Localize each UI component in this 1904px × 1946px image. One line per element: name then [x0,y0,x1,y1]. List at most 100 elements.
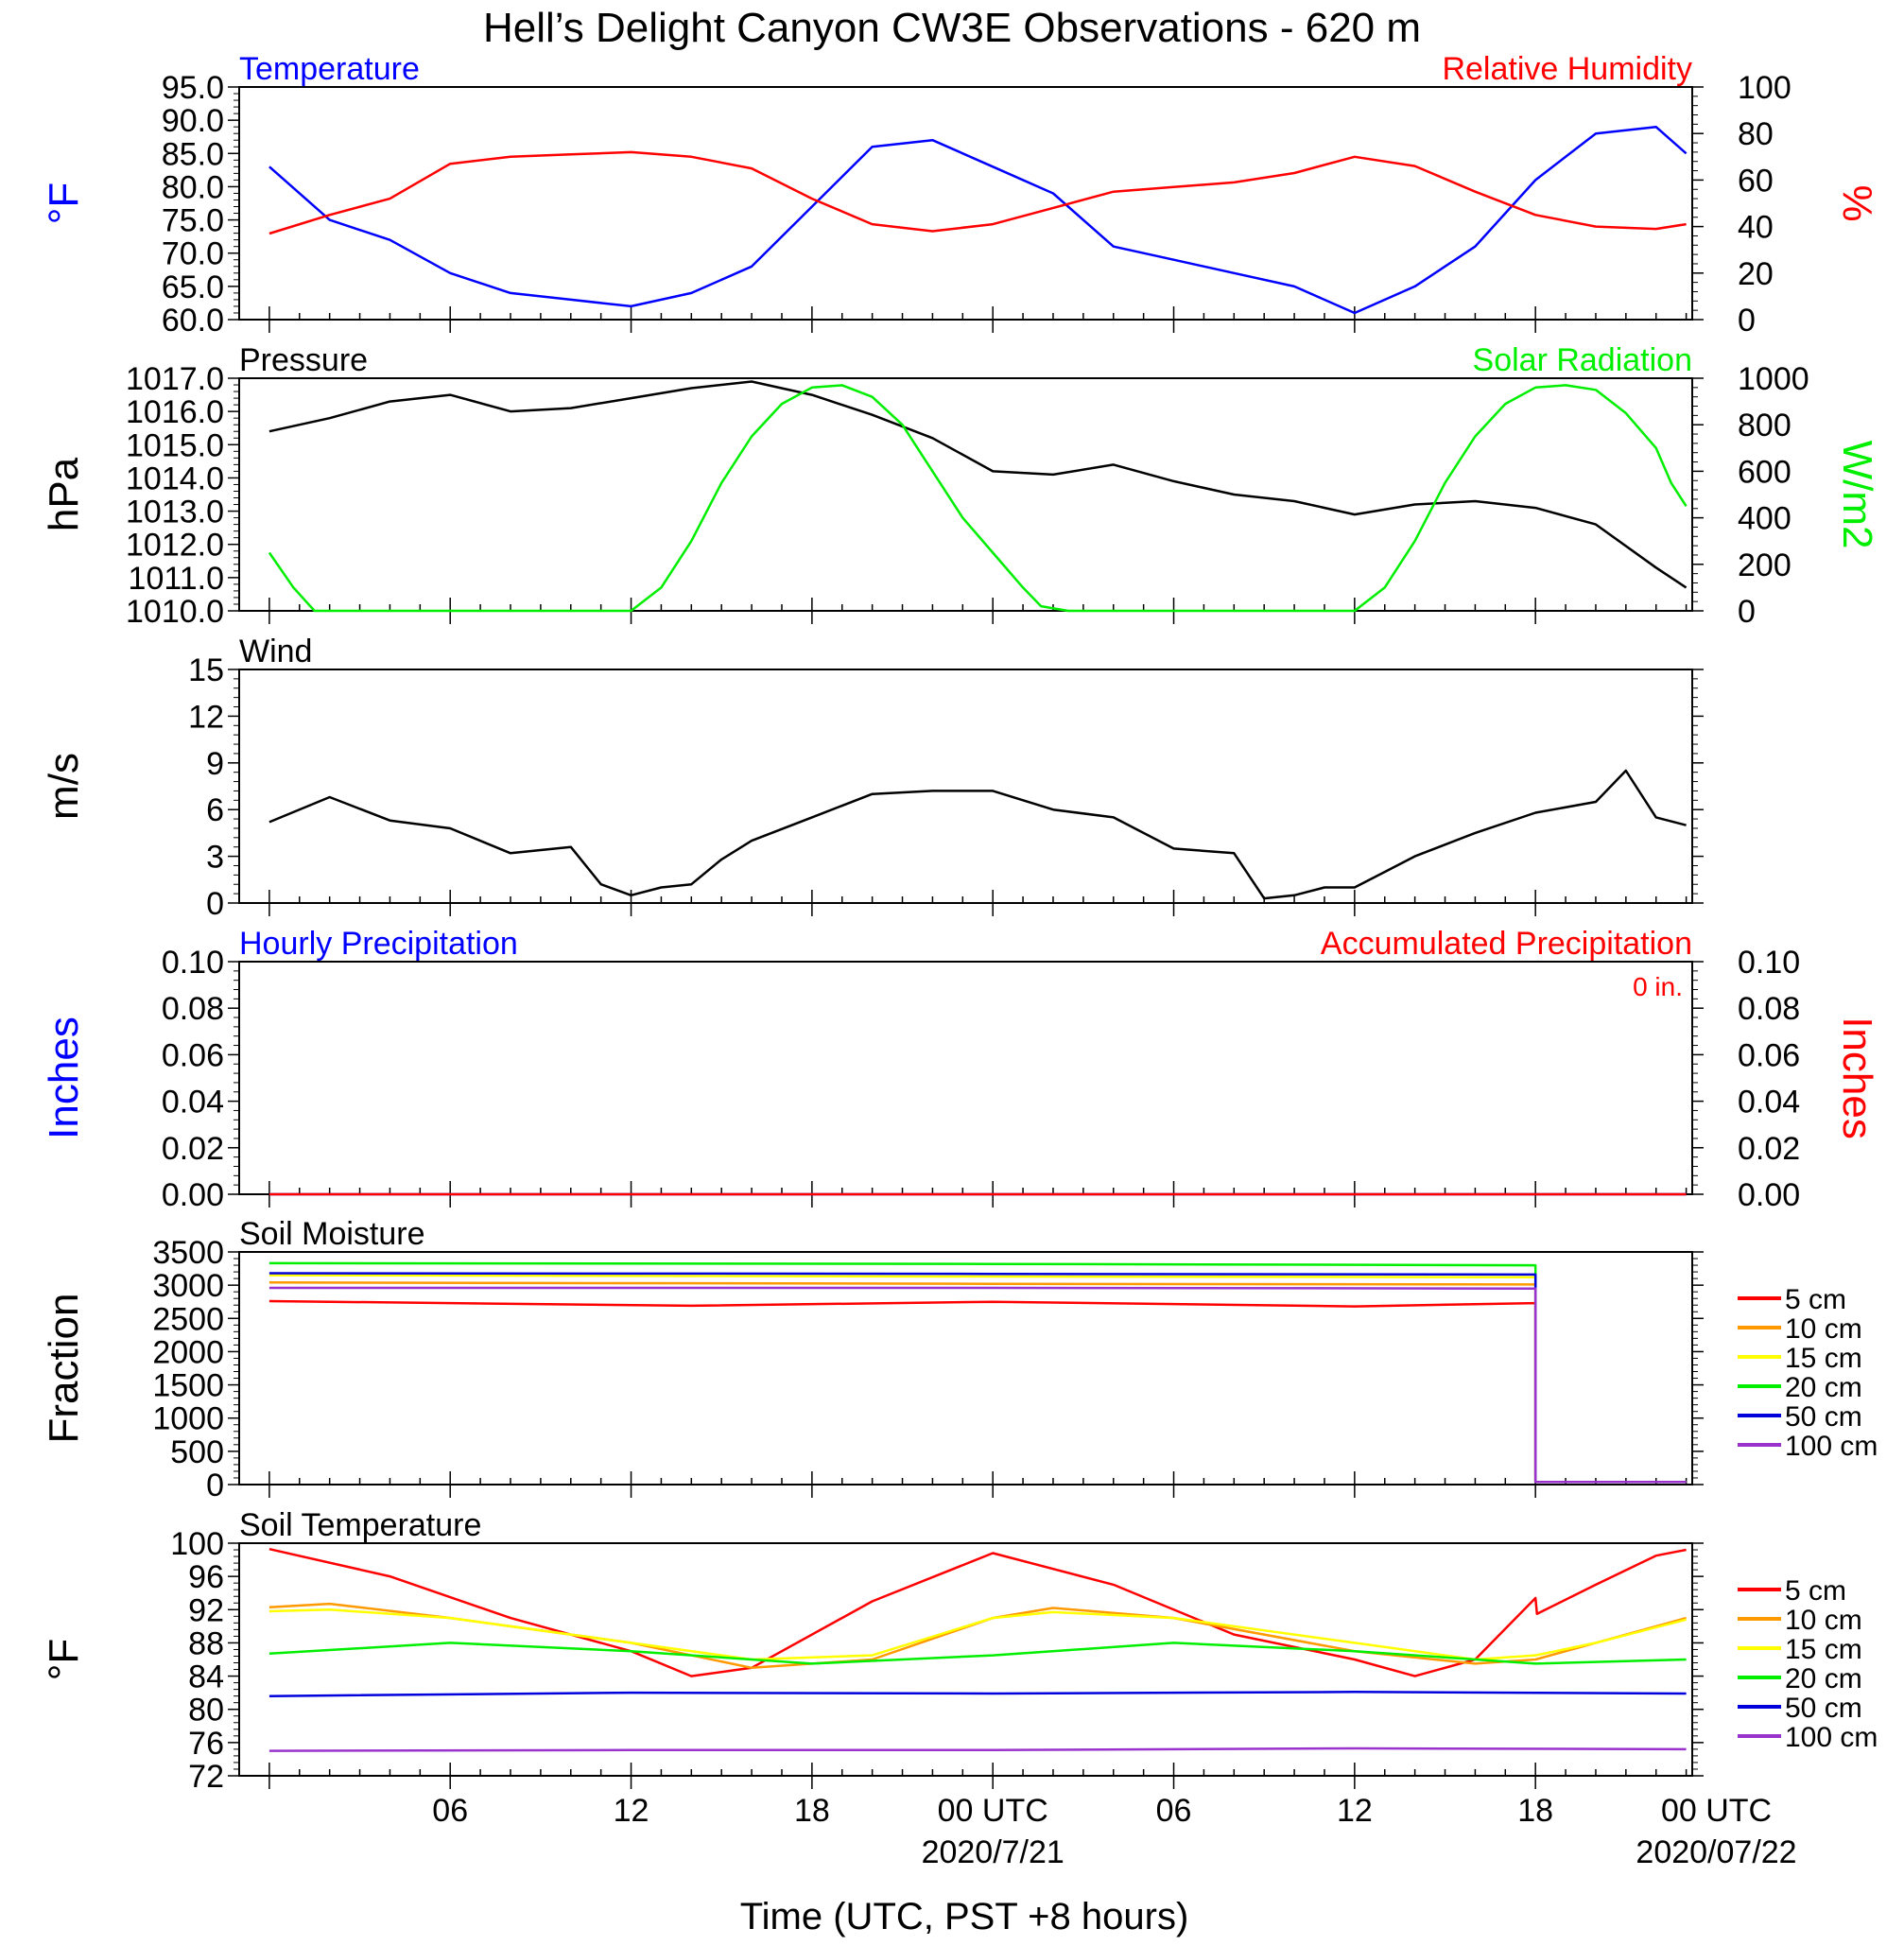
y-tick-label: 0.06 [162,1037,224,1073]
legend-label: 15 cm [1785,1634,1862,1665]
y2-tick-label: 0.04 [1738,1085,1800,1121]
y-tick-label: 92 [188,1592,224,1628]
y2-tick-label: 0.08 [1738,991,1800,1027]
panel-annotation: 0 in. [1633,972,1683,1001]
x-date-label: 2020/7/21 [922,1834,1065,1870]
y-tick-label: 80 [188,1693,224,1729]
legend-label: 10 cm [1785,1605,1862,1636]
plot-frame [238,961,1693,1195]
y2-tick-label: 0 [1738,594,1756,630]
y-tick-label: 500 [170,1434,224,1470]
y-tick-label: 75.0 [162,203,224,239]
legend-label: 5 cm [1785,1575,1846,1607]
x-tick-label: 00 UTC [938,1793,1048,1829]
series-line-temperature-humidity-1 [268,150,1687,235]
y-axis-label: m/s [41,753,87,820]
legend-label: 100 cm [1785,1722,1878,1753]
y-tick-label: 84 [188,1659,224,1695]
panel-precipitation: 0.10 0.08 0.06 0.04 0.02 0.00 0.10 0.08 0.06 0.04… [41,926,1880,1213]
panel-right-title: Accumulated Precipitation [1321,926,1692,962]
y-tick-label: 0.04 [162,1085,224,1121]
series-line-soil-temperature-0 [268,1547,1687,1677]
y-axis-label: °F [41,1639,87,1680]
y2-tick-label: 80 [1738,116,1774,152]
panel-right-title: Solar Radiation [1473,342,1692,378]
legend-label: 10 cm [1785,1313,1862,1345]
y-tick-label: 3000 [152,1268,224,1304]
y2-tick-label: 0 [1738,303,1756,339]
y-tick-label: 80.0 [162,169,224,205]
panel-left-title: Soil Temperature [239,1507,481,1543]
panel-right-title: Relative Humidity [1442,51,1692,87]
y-tick-label: 3 [206,840,224,876]
panels: 95.090.085.080.075.070.065.060.010080604… [41,51,1880,1795]
y-tick-label: 0 [206,1468,224,1503]
plot-frame [238,1542,1693,1777]
x-tick-label: 18 [794,1793,830,1829]
series-line-soil-moisture-2 [268,1274,1687,1484]
y2-tick-label: 800 [1738,408,1791,443]
series-line-soil-moisture-3 [268,1261,1687,1484]
x-tick-label: 12 [614,1793,649,1829]
y-tick-label: 1015.0 [126,427,224,463]
y2-tick-label: 600 [1738,454,1791,490]
panel-left-title: Pressure [239,342,368,378]
y-tick-label: 90.0 [162,103,224,139]
y-tick-label: 96 [188,1559,224,1595]
panel-wind: 15 12 9 6 3 0 Wind m/s [41,634,1704,922]
y-axis-label: Inches [41,1016,87,1139]
y-tick-label: 9 [206,746,224,782]
series-line-pressure-solar-0 [268,380,1688,589]
series-line-soil-moisture-1 [268,1281,1687,1484]
legend-label: 50 cm [1785,1401,1862,1433]
y2-tick-label: 100 [1738,70,1791,106]
plot-frame [238,86,1693,321]
legend-label: 20 cm [1785,1372,1862,1403]
x-tick-label: 06 [1156,1793,1192,1829]
x-tick-label: 00 UTC [1661,1793,1772,1829]
series-line-soil-temperature-3 [268,1642,1687,1665]
y2-tick-label: 0.02 [1738,1131,1800,1167]
panel-left-title: Wind [239,634,312,669]
y-tick-label: 95.0 [162,70,224,106]
x-date-label: 2020/07/22 [1636,1834,1796,1870]
y-tick-label: 88 [188,1625,224,1661]
y2-tick-label: 60 [1738,163,1774,199]
y2-tick-label: 0.10 [1738,945,1800,981]
y-axis-label: hPa [41,457,87,531]
legend-label: 100 cm [1785,1431,1878,1462]
y2-axis-label: Inches [1834,1016,1880,1139]
y-tick-label: 1500 [152,1368,224,1404]
y-tick-label: 15 [188,652,224,688]
legend-label: 50 cm [1785,1693,1862,1724]
panel-left-title: Soil Moisture [239,1216,425,1252]
x-tick-label: 06 [432,1793,468,1829]
plot-frame [238,669,1693,904]
y-tick-label: 12 [188,699,224,735]
y2-tick-label: 20 [1738,256,1774,292]
y2-axis-label: % [1834,184,1880,221]
panel-left-title: Hourly Precipitation [239,926,518,962]
y-tick-label: 76 [188,1726,224,1762]
y-tick-label: 0.10 [162,945,224,981]
y-tick-label: 3500 [152,1235,224,1271]
x-axis-title: Time (UTC, PST +8 hours) [740,1896,1189,1937]
y-tick-label: 1010.0 [126,594,224,630]
y2-tick-label: 200 [1738,547,1791,583]
y-tick-label: 1012.0 [126,528,224,564]
series-line-wind-0 [268,769,1687,900]
y-tick-label: 100 [170,1526,224,1562]
y-tick-label: 0 [206,886,224,922]
chart-title: Hell’s Delight Canyon CW3E Observations … [483,5,1421,51]
y-tick-label: 2500 [152,1301,224,1337]
y-tick-label: 60.0 [162,303,224,339]
y-tick-label: 0.02 [162,1131,224,1167]
x-tick-label: 12 [1337,1793,1373,1829]
y-tick-label: 6 [206,792,224,828]
plot-frame [238,1251,1693,1486]
y-tick-label: 1000 [152,1401,224,1437]
